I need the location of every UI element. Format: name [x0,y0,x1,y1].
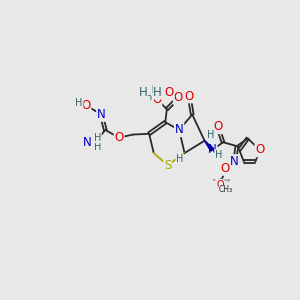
Text: CH₃: CH₃ [219,185,233,194]
Text: N: N [175,123,184,136]
Text: O: O [152,93,161,106]
Text: methoxy: methoxy [212,178,231,182]
Text: S: S [164,159,171,172]
Text: H: H [139,86,147,100]
Text: O: O [81,99,91,112]
Text: H: H [94,142,101,152]
Text: H: H [75,98,83,108]
Text: N: N [230,155,239,168]
Polygon shape [205,141,214,151]
Text: H: H [215,150,222,160]
Text: N: N [97,108,106,121]
Text: O: O [184,90,194,103]
Text: H: H [151,85,158,95]
Text: O: O [255,143,265,157]
Text: O: O [221,162,230,175]
Text: O: O [164,86,174,100]
Text: H: H [94,133,101,142]
Text: O: O [174,91,183,104]
Text: N: N [208,143,217,157]
Text: H: H [146,92,153,102]
Text: O: O [115,131,124,144]
Text: H: H [176,154,184,164]
Text: H: H [207,130,214,140]
Text: N: N [82,136,91,149]
Text: O: O [213,120,222,134]
Text: O: O [216,180,224,190]
Text: H: H [153,86,162,99]
